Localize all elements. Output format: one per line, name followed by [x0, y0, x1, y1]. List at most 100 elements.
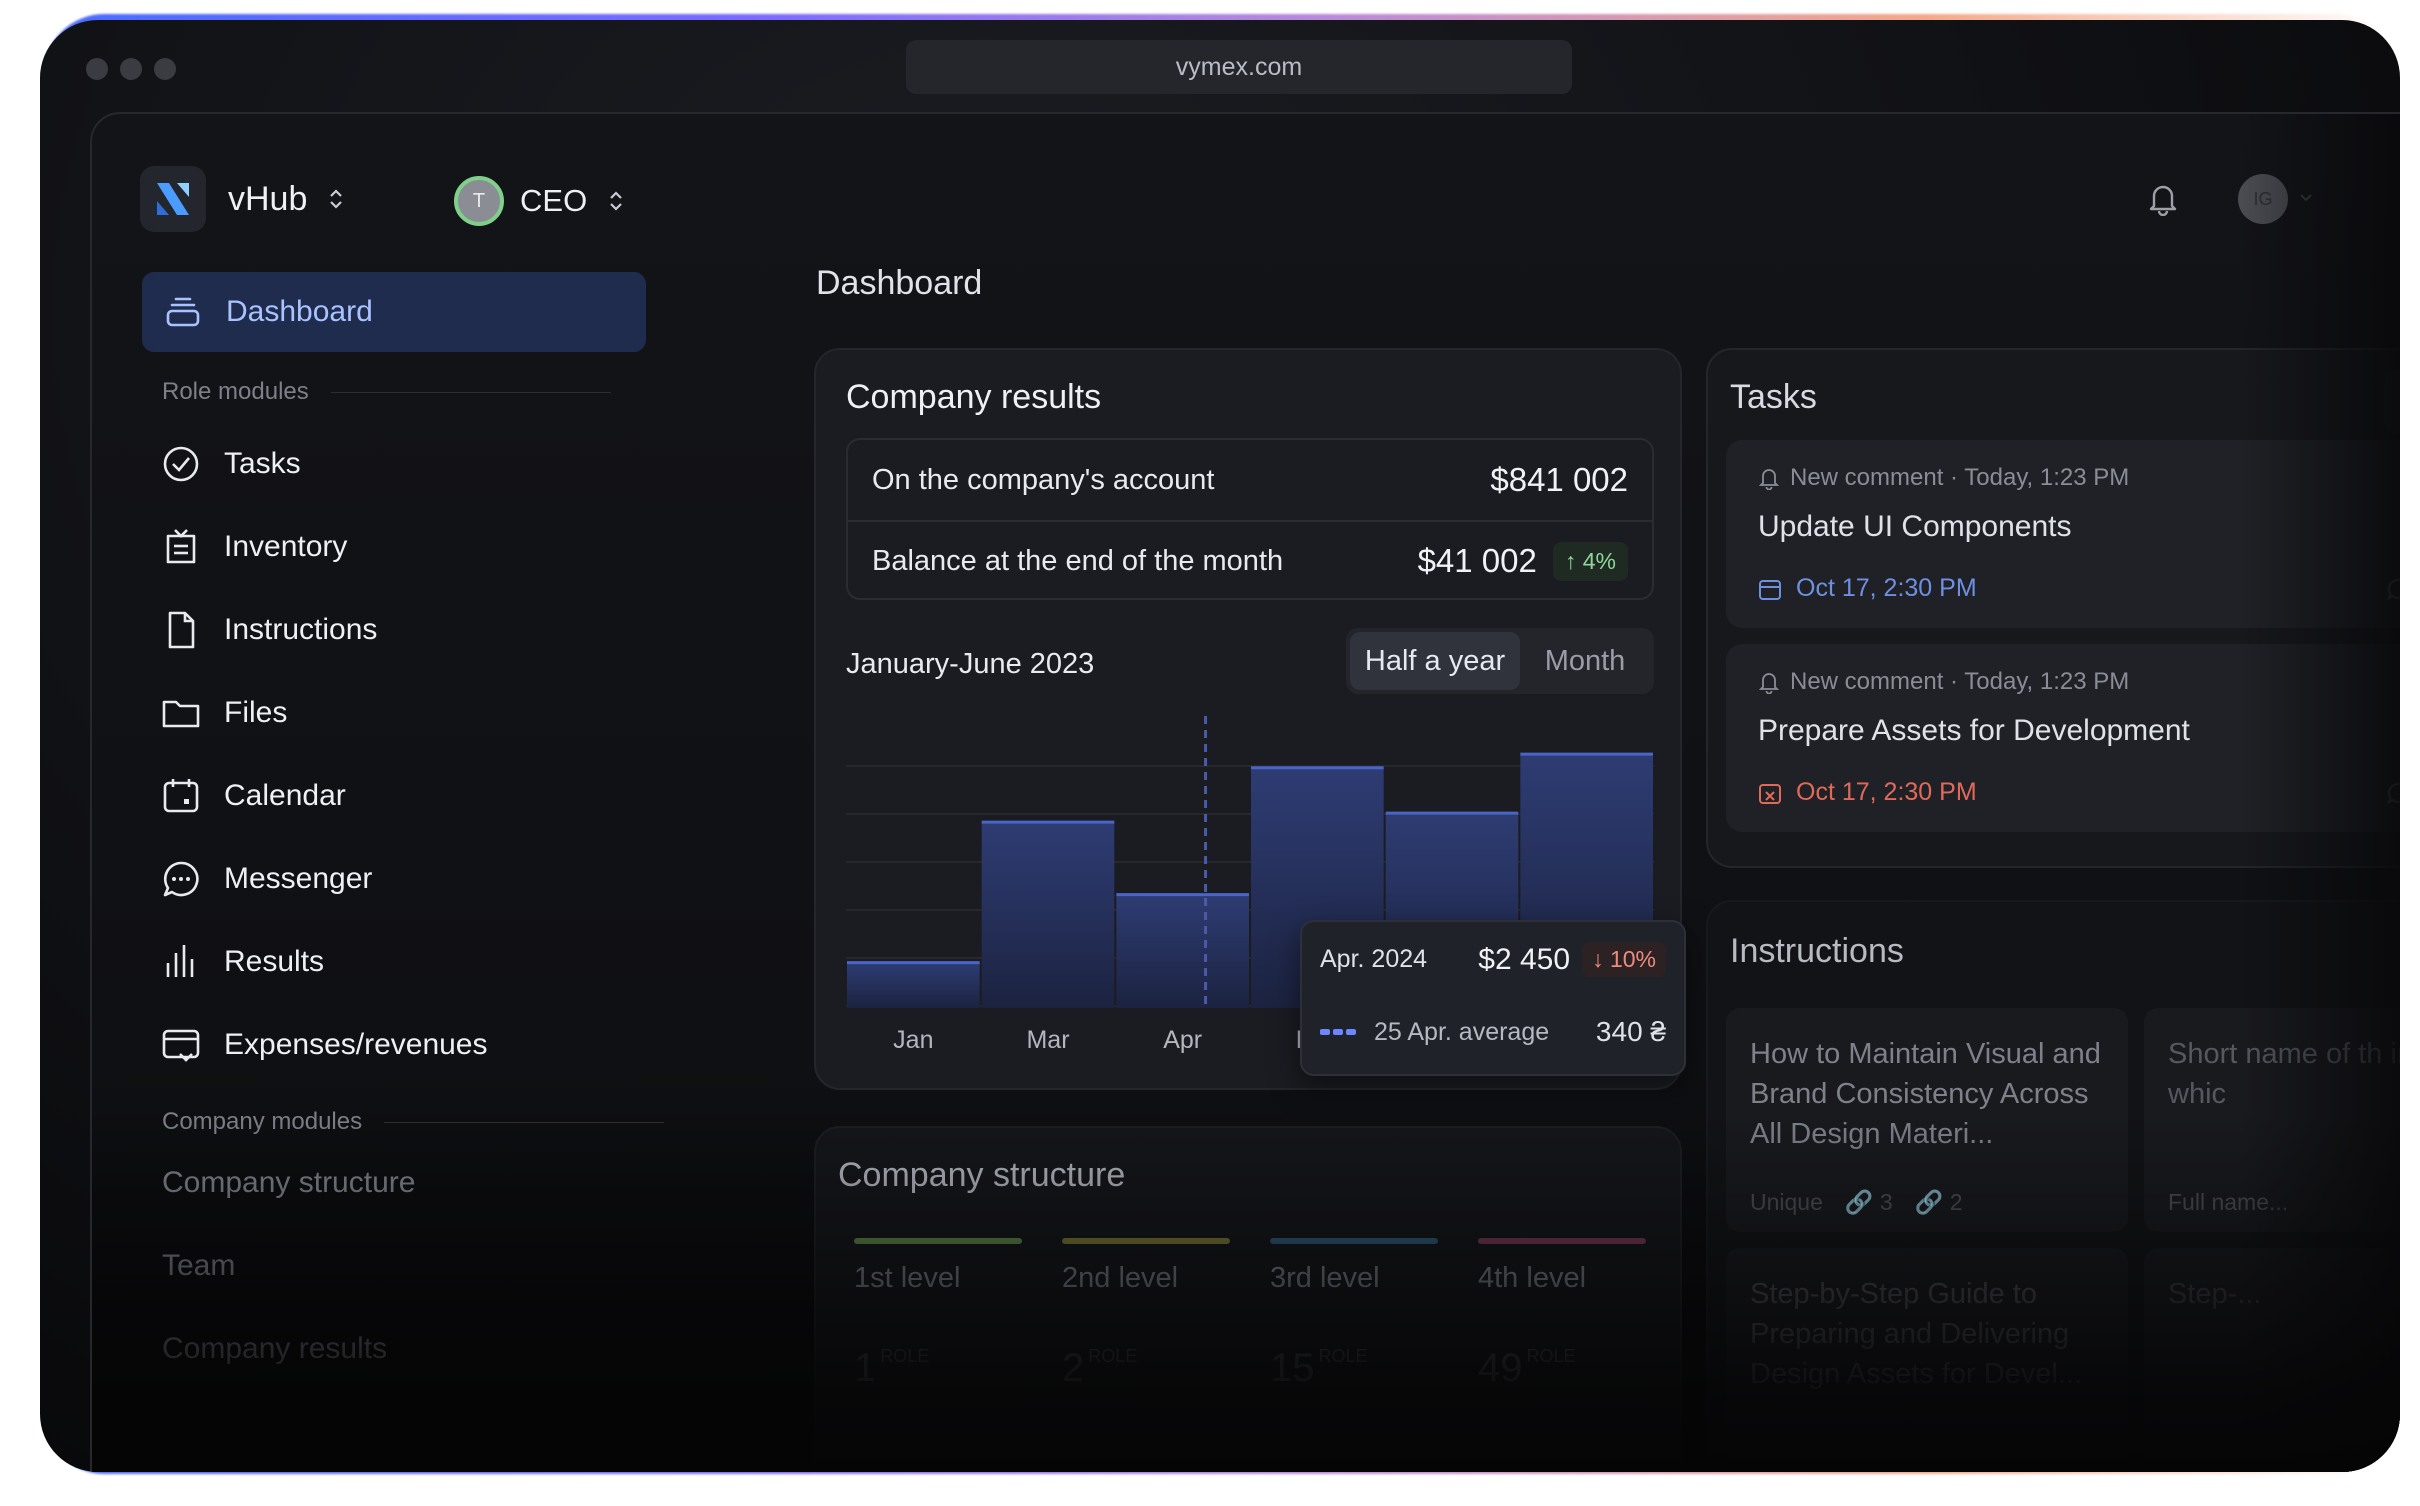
period-segmented-control: Half a year Month	[1346, 628, 1654, 694]
level-name: 4th level	[1478, 1262, 1587, 1294]
x-tick-label: Mar	[1026, 1026, 1069, 1054]
period-label: January-June 2023	[846, 648, 1095, 680]
card-title: Company structure	[838, 1156, 1126, 1194]
browser-window: vymex.com vHub T CEO	[40, 20, 2400, 1472]
chart-tooltip: Apr. 2024 $2 450 ↓ 10% 25 Apr. average 3…	[1300, 920, 1686, 1076]
task-due-date: Oct 17, 2:30 PM	[1758, 574, 1977, 603]
card-icon	[162, 1029, 200, 1062]
task-item[interactable]: New comment · Today, 1:23 PM Prepare Ass…	[1726, 644, 2400, 832]
instruction-item[interactable]: How to Maintain Visual and Brand Consist…	[1726, 1008, 2128, 1232]
close-dot[interactable]	[86, 58, 108, 80]
sidebar-item-files[interactable]: Files	[160, 688, 287, 738]
metric-value: $41 002	[1417, 542, 1537, 579]
structure-level-2[interactable]: 2nd level	[1062, 1238, 1230, 1295]
task-due-date: Oct 17, 2:30 PM	[1758, 778, 1977, 807]
chart-bar-jan	[847, 962, 980, 1008]
instruction-item[interactable]: Short name of th instruction, whic Full …	[2144, 1008, 2400, 1232]
check-circle-icon	[163, 446, 199, 482]
company-modules-heading: Company modules	[162, 1108, 665, 1136]
updown-chevron-icon	[610, 191, 622, 211]
instruction-title: Short name of th instruction, whic	[2168, 1038, 2400, 1110]
folder-icon	[162, 700, 200, 728]
chevron-down-icon[interactable]	[2298, 190, 2314, 206]
maximize-dot[interactable]	[154, 58, 176, 80]
structure-level-3[interactable]: 3rd level	[1270, 1238, 1438, 1295]
metric-value: $841 002	[1490, 461, 1628, 498]
level-bar	[1062, 1238, 1230, 1244]
calendar-alert-icon	[1759, 783, 1781, 804]
sidebar-item-label: Results	[224, 945, 325, 978]
tooltip-average-label: 25 Apr. average	[1374, 1017, 1550, 1046]
workspace-switcher[interactable]: vHub	[140, 166, 343, 232]
change-badge: ↑ 4%	[1552, 541, 1628, 581]
comment-icon	[2387, 578, 2400, 600]
instructions-card: Instructions How to Maintain Visual and …	[1706, 900, 2400, 1472]
instruction-tag: Full name...	[2168, 1189, 2289, 1215]
level-bar	[854, 1238, 1022, 1244]
instruction-tags: Full name...	[2168, 1189, 2288, 1216]
role-avatar: T	[454, 176, 504, 226]
bar-chart-icon	[166, 945, 194, 977]
instruction-item[interactable]: Step-...	[2144, 1248, 2400, 1472]
structure-level-1[interactable]: 1st level	[854, 1238, 1022, 1295]
link-icon: 🔗	[1844, 1189, 1874, 1215]
role-name: CEO	[520, 183, 588, 218]
updown-chevron-icon	[330, 189, 343, 209]
sidebar-item-label: Inventory	[224, 530, 348, 563]
sidebar-item-company-results[interactable]: Company results	[162, 1332, 388, 1365]
dashed-line-icon	[1320, 1029, 1356, 1035]
minimize-dot[interactable]	[120, 58, 142, 80]
level-bar	[1270, 1238, 1438, 1244]
task-item[interactable]: New comment · Today, 1:23 PM Update UI C…	[1726, 440, 2400, 628]
bell-icon[interactable]	[2146, 180, 2180, 216]
task-meta: New comment · Today, 1:23 PM	[1758, 464, 2129, 492]
sidebar-item-calendar[interactable]: Calendar	[160, 771, 346, 821]
chart-bar-mar	[981, 822, 1115, 1008]
role-switcher[interactable]: T CEO	[454, 176, 623, 226]
metric-label: On the company's account	[872, 463, 1215, 496]
address-bar[interactable]: vymex.com	[906, 40, 1572, 94]
sidebar-item-results[interactable]: Results	[160, 937, 324, 987]
company-structure-card: Company structure 1st level 2nd level 3r…	[814, 1126, 1682, 1472]
comment-count: 1	[2386, 778, 2400, 807]
document-icon	[168, 611, 195, 649]
tooltip-value: $2 450	[1478, 942, 1571, 976]
comment-icon	[2387, 782, 2400, 804]
level-name: 2nd level	[1062, 1262, 1179, 1294]
sidebar-item-label: Instructions	[224, 613, 378, 646]
instruction-title: How to Maintain Visual and Brand Consist…	[1750, 1038, 2101, 1150]
chart-bar-apr	[1116, 894, 1249, 1008]
company-results-card: Company results On the company's account…	[814, 348, 1682, 1090]
task-title: Prepare Assets for Development	[1758, 714, 2190, 747]
sidebar-item-inventory[interactable]: Inventory	[160, 522, 347, 572]
card-title: Instructions	[1730, 932, 1904, 970]
sidebar-item-expenses-revenues[interactable]: Expenses/revenues	[160, 1020, 488, 1070]
sidebar-item-team[interactable]: Team	[162, 1249, 236, 1282]
tooltip-average-value: 340 ₴	[1595, 1016, 1666, 1047]
level-count: 15 ROLE	[1270, 1346, 1368, 1390]
clipboard-icon	[166, 529, 196, 564]
calendar-icon	[1759, 579, 1781, 600]
sidebar-item-company-structure[interactable]: Company structure	[162, 1166, 416, 1199]
card-title: Tasks	[1730, 378, 1817, 416]
task-title: Update UI Components	[1758, 510, 2072, 543]
x-tick-label: Jan	[893, 1026, 933, 1054]
structure-level-4[interactable]: 4th level	[1478, 1238, 1646, 1295]
metric-label: Balance at the end of the month	[872, 544, 1284, 577]
sidebar-item-tasks[interactable]: Tasks	[160, 439, 301, 489]
sidebar-item-messenger[interactable]: Messenger	[160, 854, 372, 904]
sidebar-item-dashboard[interactable]: Dashboard	[142, 272, 646, 352]
comment-count: 1	[2386, 574, 2400, 603]
sidebar-item-instructions[interactable]: Instructions	[160, 605, 377, 655]
level-name: 1st level	[854, 1262, 961, 1294]
instruction-item[interactable]: Step-by-Step Guide to Preparing and Deli…	[1726, 1248, 2128, 1472]
bell-icon	[1758, 469, 1780, 490]
tooltip-change-badge: ↓ 10%	[1582, 942, 1666, 977]
metric-account: On the company's account $841 002	[848, 440, 1652, 520]
segment-month[interactable]: Month	[1544, 644, 1626, 677]
sidebar-item-label: Tasks	[224, 447, 301, 480]
user-avatar[interactable]: IG	[2238, 174, 2288, 224]
segment-half-year[interactable]: Half a year	[1350, 632, 1520, 690]
attachment-icon: 🔗	[1914, 1189, 1944, 1215]
new-task-button[interactable]: Ne	[2384, 370, 2400, 434]
